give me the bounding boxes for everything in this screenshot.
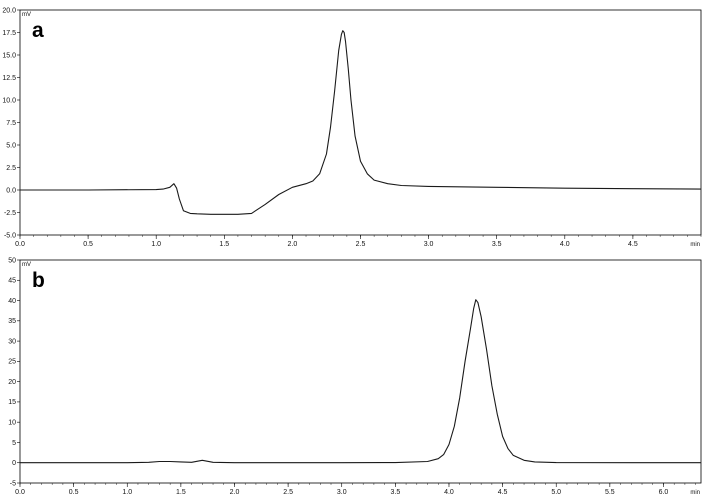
x-axis-unit: min — [690, 242, 700, 248]
y-tick-label: 0 — [12, 460, 16, 467]
y-tick-label: 15.0 — [2, 52, 16, 59]
y-tick-label: 5.0 — [6, 142, 16, 149]
y-tick-label: 17.5 — [2, 30, 16, 37]
x-tick-label: 1.5 — [219, 241, 229, 248]
x-tick-label: 4.5 — [498, 489, 508, 496]
x-tick-label: 2.0 — [288, 241, 298, 248]
y-tick-label: 12.5 — [2, 75, 16, 82]
x-tick-label: 5.0 — [551, 489, 561, 496]
y-tick-label: 10 — [8, 419, 16, 426]
x-tick-label: 4.0 — [560, 241, 570, 248]
y-tick-label: 10.0 — [2, 97, 16, 104]
y-tick-label: -2.5 — [4, 210, 16, 217]
x-tick-label: 2.0 — [230, 489, 240, 496]
x-tick-label: 1.5 — [176, 489, 186, 496]
x-tick-label: 3.5 — [390, 489, 400, 496]
y-tick-label: 20.0 — [2, 7, 16, 14]
panel-letter: b — [32, 269, 45, 292]
y-tick-label: 30 — [8, 338, 16, 345]
panel-b: -5 0 5 10 15 20 25 30 35 40 45 50 0.0 0.5 1.0 1.5 2.0 2.5… — [8, 257, 702, 496]
y-tick-label: 0.0 — [6, 187, 16, 194]
x-tick-label: 3.0 — [424, 241, 434, 248]
y-tick-label: -5 — [10, 480, 16, 487]
y-tick-label: 2.5 — [6, 165, 16, 172]
x-tick-label: 2.5 — [356, 241, 366, 248]
y-tick-label: 7.5 — [6, 120, 16, 127]
chromatogram-trace — [20, 30, 702, 215]
x-tick-label: 0.0 — [15, 489, 25, 496]
y-tick-label: 25 — [8, 359, 16, 366]
y-tick-label: 45 — [8, 278, 16, 285]
y-axis-unit: mV — [22, 262, 31, 268]
panel-a: -5.0 -2.5 0.0 2.5 5.0 7.5 10.0 12.5 15.0 17.5 20.0… — [2, 7, 702, 248]
panel-letter: a — [32, 19, 44, 42]
y-tick-label: -5.0 — [4, 232, 16, 239]
y-tick-label: 5 — [12, 440, 16, 447]
x-tick-label: 3.5 — [492, 241, 502, 248]
x-tick-label: 4.5 — [628, 241, 638, 248]
x-tick-label: 6.0 — [659, 489, 669, 496]
x-tick-label: 3.0 — [337, 489, 347, 496]
plot-frame — [19, 9, 702, 236]
chromatogram-trace — [20, 299, 701, 464]
x-tick-label: 5.5 — [605, 489, 615, 496]
y-axis-unit: mV — [22, 12, 31, 18]
y-tick-label: 40 — [8, 298, 16, 305]
y-tick-label: 35 — [8, 318, 16, 325]
y-tick-label: 20 — [8, 379, 16, 386]
plot-frame — [19, 259, 702, 484]
x-tick-label: 0.5 — [83, 241, 93, 248]
x-axis-unit: min — [690, 490, 700, 496]
y-tick-label: 15 — [8, 399, 16, 406]
x-tick-label: 1.0 — [151, 241, 161, 248]
x-tick-label: 2.5 — [283, 489, 293, 496]
x-tick-label: 0.0 — [15, 241, 25, 248]
x-tick-label: 1.0 — [122, 489, 132, 496]
x-tick-label: 4.0 — [444, 489, 454, 496]
x-tick-label: 0.5 — [69, 489, 79, 496]
y-tick-label: 50 — [8, 257, 16, 264]
